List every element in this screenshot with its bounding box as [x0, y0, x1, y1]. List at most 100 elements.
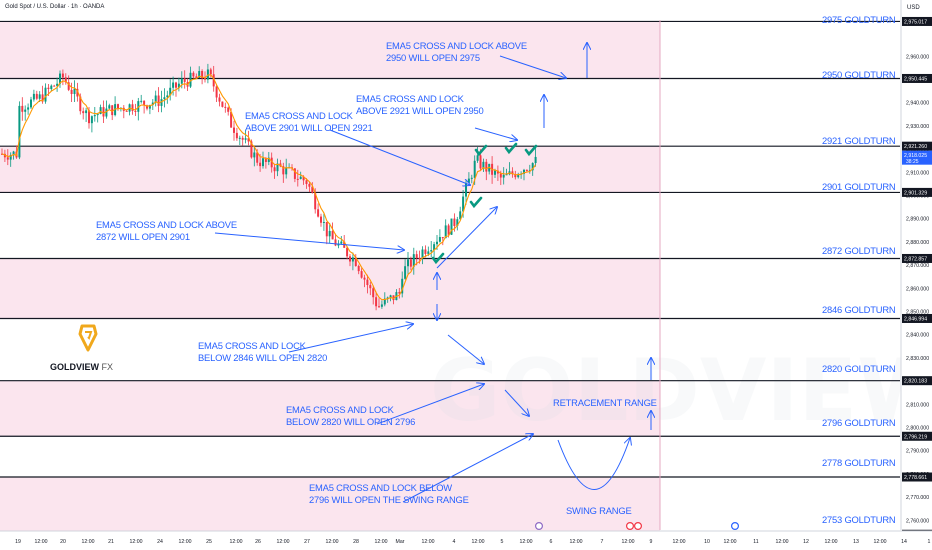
candle-body	[383, 298, 386, 305]
candle-body	[427, 251, 430, 254]
candle-body	[47, 87, 50, 90]
candle-body	[317, 209, 320, 217]
candle-body	[349, 256, 351, 262]
candle-body	[453, 218, 456, 227]
candle-body	[24, 109, 27, 112]
candle-body	[56, 83, 59, 86]
candle-body	[67, 82, 70, 90]
time-tick-label: 12:00	[277, 539, 290, 545]
candle-body	[514, 174, 517, 178]
candle-body	[436, 241, 438, 245]
candle-body	[143, 100, 146, 106]
candle-body	[108, 105, 111, 109]
time-tick-label: 12:00	[375, 539, 388, 545]
candle-body	[473, 160, 476, 178]
event-marker-icon	[534, 521, 543, 530]
candle-body	[73, 88, 76, 94]
level-label-2846: 2846 GOLDTURN	[822, 304, 896, 315]
candle-body	[511, 171, 514, 175]
candle-body	[134, 110, 137, 112]
candle-body	[241, 137, 244, 140]
candle-body	[250, 141, 253, 158]
annotation-arrow-4	[288, 324, 413, 353]
annotation-arrow-0	[499, 55, 566, 78]
candle-body	[6, 157, 9, 160]
candle-body	[285, 167, 288, 175]
candle-body	[93, 115, 96, 117]
candle-body	[189, 72, 192, 87]
candle-body	[76, 88, 79, 97]
annotation-2921: EMA5 CROSS AND LOCK ABOVE 2921 WILL OPEN …	[356, 93, 484, 116]
candle-body	[334, 239, 337, 246]
time-axis-bg	[0, 531, 932, 550]
candle-body	[346, 247, 349, 257]
price-tick-label: 2,880.000	[906, 240, 929, 246]
candle-body	[360, 271, 363, 278]
price-tick-label: 2,930.000	[906, 124, 929, 130]
candle-body	[177, 83, 180, 88]
swing-range-label: SWING RANGE	[566, 505, 632, 516]
candle-body	[331, 230, 334, 240]
candle-body	[462, 196, 465, 212]
price-axis-bg	[901, 0, 932, 550]
price-level-tag	[902, 141, 932, 151]
candle-body	[146, 105, 148, 109]
candle-body	[204, 78, 206, 80]
candle-body	[201, 70, 204, 79]
candle-body	[221, 101, 224, 107]
candle-body	[160, 99, 163, 106]
candle-body	[259, 162, 262, 167]
price-tick-label: 2,850.000	[906, 310, 929, 316]
candle-body	[247, 138, 250, 142]
time-tick-label: 12:00	[35, 539, 48, 545]
zone-band-0	[0, 21, 660, 79]
candle-body	[253, 152, 256, 158]
level-label-2975: 2975 GOLDTURN	[822, 14, 896, 25]
candle-body	[224, 106, 227, 108]
candle-body	[273, 167, 276, 172]
time-tick-label: Mar	[396, 539, 405, 545]
candle-body	[235, 132, 238, 139]
price-tick-label: 2,890.000	[906, 217, 929, 223]
candle-body	[430, 250, 433, 252]
candle-body	[244, 138, 247, 140]
annotation-2950: EMA5 CROSS AND LOCK ABOVE 2950 WILL OPEN …	[386, 40, 527, 63]
price-level-tag	[902, 16, 932, 26]
price-level-tag-label: 2,901.329	[904, 190, 927, 196]
candle-body	[534, 156, 537, 164]
candle-body	[369, 285, 372, 289]
currency-label[interactable]: USD	[907, 5, 920, 11]
price-tick-label: 2,760.000	[906, 518, 929, 524]
price-tick-label: 2,790.000	[906, 449, 929, 455]
candle-body	[499, 173, 502, 178]
candle-body	[230, 111, 233, 128]
price-tick-label: 2,830.000	[906, 356, 929, 362]
candle-body	[282, 166, 285, 175]
price-level-tag-label: 2,975.017	[904, 19, 927, 25]
time-tick-label: 10	[704, 539, 710, 545]
candle-body	[485, 161, 488, 172]
candle-body	[401, 278, 404, 294]
time-tick-label: 6	[550, 539, 553, 545]
candle-body	[180, 78, 183, 84]
candle-body	[61, 73, 64, 78]
candle-body	[398, 292, 401, 294]
candle-body	[238, 137, 241, 139]
candle-body	[148, 104, 151, 109]
annotation-arrow-11	[447, 334, 484, 364]
candle-body	[438, 237, 441, 242]
symbol-title: Gold Spot / U.S. Dollar · 1h · OANDA	[5, 4, 105, 10]
candle-body	[351, 257, 354, 262]
price-tick-label: 2,940.000	[906, 101, 929, 107]
candle-body	[195, 76, 198, 78]
time-tick-label: 25	[206, 539, 212, 545]
annotation-arrow-15	[436, 207, 497, 269]
price-tick-label: 2,840.000	[906, 333, 929, 339]
candle-body	[404, 266, 407, 279]
candle-body	[276, 163, 279, 172]
price-level-tag-label: 2,846.994	[904, 316, 927, 322]
time-tick-label: 9	[650, 539, 653, 545]
candle-body	[482, 161, 485, 169]
candle-body	[151, 102, 154, 105]
